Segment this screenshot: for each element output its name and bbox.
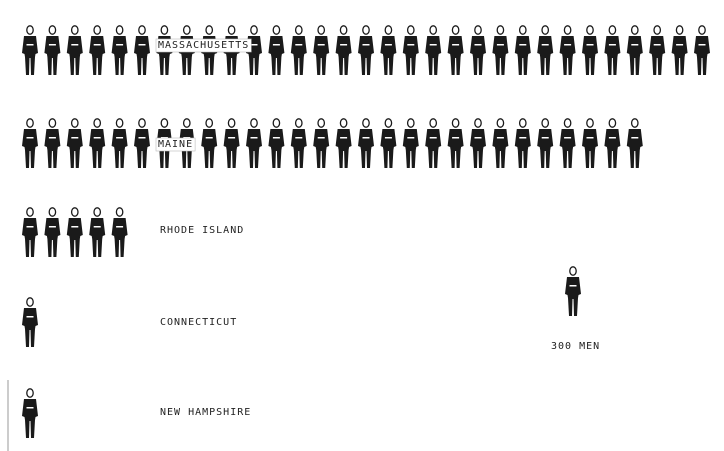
label-background bbox=[155, 137, 196, 152]
man-figure bbox=[693, 25, 711, 76]
man-figure bbox=[514, 25, 532, 76]
man-figure bbox=[491, 118, 510, 169]
man-figure bbox=[491, 25, 510, 76]
man-figure bbox=[715, 25, 724, 75]
man-figure bbox=[21, 297, 39, 348]
man-figure bbox=[43, 207, 62, 258]
man-figure bbox=[648, 118, 658, 168]
man-figure bbox=[424, 118, 442, 169]
man-figure bbox=[558, 25, 577, 76]
man-figure bbox=[43, 297, 55, 347]
man-figure bbox=[581, 118, 599, 169]
man-figure bbox=[379, 25, 398, 76]
man-figure bbox=[536, 118, 554, 169]
category-label: RHODE ISLAND bbox=[160, 225, 244, 236]
man-figure bbox=[133, 207, 142, 257]
man-figure bbox=[110, 207, 129, 258]
man-figure bbox=[312, 118, 330, 169]
man-figure bbox=[290, 25, 308, 76]
man-figure bbox=[21, 118, 39, 169]
man-figure bbox=[88, 207, 106, 258]
man-figure bbox=[581, 25, 599, 76]
man-figure bbox=[290, 118, 308, 169]
man-figure bbox=[312, 25, 330, 76]
man-figure bbox=[558, 118, 577, 169]
man-figure bbox=[334, 25, 353, 76]
man-figure bbox=[43, 25, 62, 76]
man-figure bbox=[245, 118, 263, 169]
man-figure bbox=[43, 388, 49, 438]
man-figure bbox=[110, 118, 129, 169]
man-figure bbox=[66, 207, 84, 258]
man-figure bbox=[514, 118, 532, 169]
man-figure bbox=[21, 388, 39, 439]
man-figure bbox=[379, 118, 398, 169]
man-figure bbox=[133, 25, 151, 76]
man-figure bbox=[670, 25, 689, 76]
man-figure bbox=[424, 25, 442, 76]
category-label: CONNECTICUT bbox=[160, 317, 237, 328]
man-figure bbox=[402, 118, 420, 169]
pictogram-row bbox=[21, 118, 658, 169]
man-figure bbox=[334, 118, 353, 169]
man-figure bbox=[66, 25, 84, 76]
man-figure bbox=[626, 25, 644, 76]
man-figure bbox=[21, 25, 39, 76]
man-figure bbox=[402, 25, 420, 76]
pictogram-row bbox=[21, 297, 55, 348]
category-label: MAINE bbox=[158, 139, 193, 150]
man-figure bbox=[133, 118, 151, 169]
man-figure bbox=[88, 118, 106, 169]
man-figure bbox=[200, 118, 218, 169]
man-figure bbox=[357, 25, 375, 76]
man-figure bbox=[267, 25, 286, 76]
man-figure bbox=[446, 118, 465, 169]
man-figure bbox=[536, 25, 554, 76]
unit-legend bbox=[564, 266, 582, 317]
pictogram-row bbox=[21, 388, 49, 439]
man-figure bbox=[469, 25, 487, 76]
man-figure bbox=[43, 118, 62, 169]
man-figure bbox=[88, 25, 106, 76]
label-background bbox=[155, 38, 252, 53]
pictogram-row bbox=[21, 207, 142, 258]
category-label: MASSACHUSETTS bbox=[158, 40, 249, 51]
man-figure bbox=[446, 25, 465, 76]
unit-label: 300 MEN bbox=[551, 341, 600, 352]
man-figure bbox=[469, 118, 487, 169]
category-label: NEW HAMPSHIRE bbox=[160, 407, 251, 418]
pictogram-row bbox=[21, 25, 724, 76]
man-figure bbox=[603, 118, 622, 169]
man-figure bbox=[603, 25, 622, 76]
man-figure bbox=[626, 118, 644, 169]
man-figure bbox=[648, 25, 666, 76]
man-figure bbox=[110, 25, 129, 76]
man-figure bbox=[21, 207, 39, 258]
man-figure bbox=[222, 118, 241, 169]
man-figure bbox=[66, 118, 84, 169]
man-figure bbox=[357, 118, 375, 169]
man-figure bbox=[564, 266, 582, 317]
man-figure bbox=[267, 118, 286, 169]
